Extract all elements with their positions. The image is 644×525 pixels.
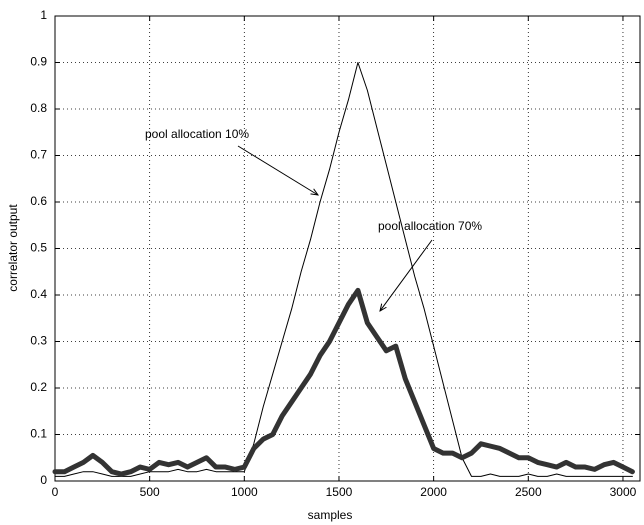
y-tick-label: 0.9 xyxy=(30,55,47,69)
series-line xyxy=(54,62,633,477)
annotation-arrow xyxy=(380,239,433,311)
x-tick-label: 3000 xyxy=(610,485,637,499)
y-tick-label: 0.8 xyxy=(30,101,47,115)
annotation: pool allocation 70% xyxy=(378,219,482,233)
x-tick-label: 500 xyxy=(140,485,160,499)
x-tick-label: 1500 xyxy=(326,485,353,499)
y-tick-label: 0.7 xyxy=(30,148,47,162)
plot-frame xyxy=(54,15,641,482)
x-tick-label: 2000 xyxy=(420,485,447,499)
y-tick-label: 0.3 xyxy=(30,334,47,348)
y-tick-label: 0.4 xyxy=(30,287,47,301)
y-tick-label: 1 xyxy=(40,8,47,22)
y-tick-label: 0.2 xyxy=(30,380,47,394)
annotation-arrow xyxy=(237,145,318,195)
y-axis-label: correlator output xyxy=(6,204,20,292)
annotation: pool allocation 10% xyxy=(145,127,249,141)
x-tick-label: 1000 xyxy=(231,485,258,499)
series-line xyxy=(52,287,635,477)
y-tick-label: 0.5 xyxy=(30,241,47,255)
y-tick-label: 0.6 xyxy=(30,194,47,208)
x-axis-label: samples xyxy=(308,508,353,522)
x-tick-label: 2500 xyxy=(515,485,542,499)
y-tick-label: 0.1 xyxy=(30,427,47,441)
y-tick-label: 0 xyxy=(40,473,47,487)
x-tick-label: 0 xyxy=(52,485,59,499)
